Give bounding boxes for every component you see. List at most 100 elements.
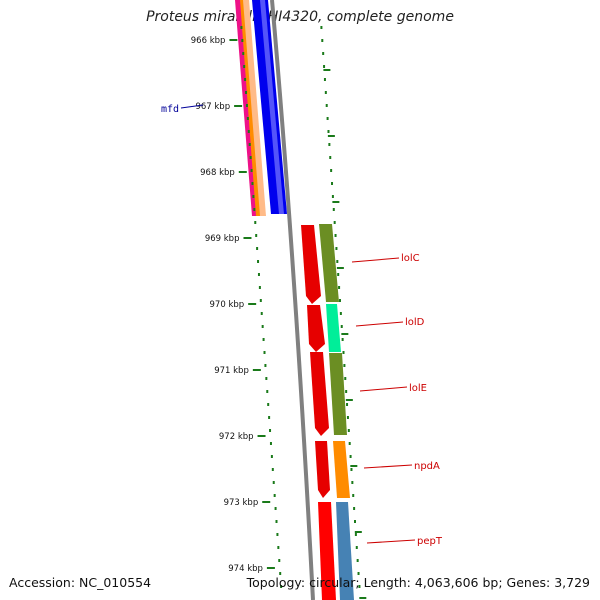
tick-dot — [351, 481, 354, 484]
gene-label-mfd[interactable]: mfd — [161, 104, 179, 115]
tick-dot — [245, 104, 248, 107]
tick-dot — [329, 156, 332, 159]
tick-dot — [340, 325, 343, 328]
tick-dot — [341, 338, 344, 341]
map-title: Proteus mirabilis HI4320, complete genom… — [146, 9, 454, 25]
tick-dot — [269, 442, 272, 445]
tick-dot — [277, 546, 280, 549]
tick-dot — [258, 286, 261, 289]
tick-dot — [265, 377, 268, 380]
tick-dot — [346, 416, 349, 419]
tick-dot — [323, 65, 326, 68]
tick-dot — [354, 533, 357, 536]
tick-dot — [255, 234, 258, 237]
tick-dot — [357, 572, 360, 575]
tick-dot — [274, 507, 277, 510]
tick-dot — [241, 39, 244, 42]
tick-dot — [254, 221, 257, 224]
tick-dot — [328, 143, 331, 146]
tick-dot — [243, 65, 246, 68]
tick-dot — [336, 260, 339, 263]
tick-dot — [250, 169, 253, 172]
pepT-leader-line — [366, 539, 416, 544]
tick-dot — [257, 273, 260, 276]
gene-label-lolC[interactable]: lolC — [401, 253, 420, 264]
tick-dot — [269, 429, 272, 432]
tick-dot — [350, 468, 353, 471]
tick-dot — [279, 572, 282, 575]
tick-dot — [323, 78, 326, 81]
tick-dot — [347, 429, 350, 432]
tick-dot — [275, 520, 278, 523]
tick-dot — [343, 364, 346, 367]
tick-dot — [327, 130, 330, 133]
tick-dot — [356, 559, 359, 562]
pepT-gene-block[interactable] — [318, 502, 354, 600]
tick-dot — [321, 39, 324, 42]
tick-dot — [338, 299, 341, 302]
tick-dot — [260, 312, 263, 315]
tick-dot — [348, 442, 351, 445]
tick-dot — [256, 247, 259, 250]
lolE-leader-line — [359, 386, 408, 392]
position-axis: 966 kbp 967 kbp 968 kbp 969 kbp 970 kbp 971 k… — [191, 36, 367, 599]
tick-dot — [244, 78, 247, 81]
tick-dot — [264, 364, 267, 367]
lolC-gene-block[interactable] — [301, 224, 339, 304]
npdA-gene-block[interactable] — [315, 441, 350, 498]
tick-dot — [259, 299, 262, 302]
lolC-leader-line — [351, 257, 400, 263]
tick-dot — [257, 260, 260, 263]
axis-tick-label: 973 kbp — [224, 498, 259, 508]
tick-dot — [240, 26, 243, 29]
tick-dot — [325, 104, 328, 107]
genome-backbone — [270, 0, 315, 600]
tick-dot — [280, 585, 283, 588]
tick-dot — [345, 390, 348, 393]
mfd-gene-block[interactable] — [235, 0, 287, 216]
gene-label-lolE[interactable]: lolE — [409, 383, 427, 394]
tick-dot — [331, 182, 334, 185]
tick-dot — [252, 195, 255, 198]
tick-dot — [344, 377, 347, 380]
tick-dot — [266, 390, 269, 393]
axis-tick-label: 972 kbp — [219, 432, 254, 442]
genome-summary-text: Topology: circular; Length: 4,063,606 bp… — [246, 575, 590, 590]
gene-label-lolD[interactable]: lolD — [405, 317, 425, 328]
gene-label-npdA[interactable]: npdA — [414, 461, 440, 472]
right-tick-dots — [320, 26, 361, 588]
axis-tick-label: 966 kbp — [191, 36, 226, 46]
lolD-gene-block[interactable] — [307, 304, 341, 352]
tick-dot — [335, 247, 338, 250]
tick-dot — [352, 494, 355, 497]
tick-dot — [272, 481, 275, 484]
tick-dot — [271, 468, 274, 471]
tick-dot — [332, 208, 335, 211]
npdA-leader-line — [363, 464, 413, 469]
lolE-gene-block[interactable] — [310, 352, 347, 436]
tick-dot — [248, 143, 251, 146]
tick-dot — [339, 312, 342, 315]
tick-dot — [245, 91, 248, 94]
tick-dot — [268, 416, 271, 419]
tick-dot — [338, 286, 341, 289]
tick-dot — [355, 546, 358, 549]
tick-dot — [251, 182, 254, 185]
tick-dot — [261, 325, 264, 328]
tick-dot — [262, 338, 265, 341]
tick-dot — [322, 52, 325, 55]
tick-dot — [278, 559, 281, 562]
tick-dot — [326, 117, 329, 120]
mfd-leader-line — [180, 104, 204, 109]
tick-dot — [330, 169, 333, 172]
tick-dot — [247, 130, 250, 133]
tick-dot — [267, 403, 270, 406]
tick-dot — [358, 585, 361, 588]
gene-label-pepT[interactable]: pepT — [417, 536, 443, 547]
tick-dot — [331, 195, 334, 198]
tick-dot — [349, 455, 352, 458]
axis-tick-label: 969 kbp — [205, 234, 240, 244]
tick-dot — [246, 117, 249, 120]
axis-tick-label: 970 kbp — [210, 300, 245, 310]
tick-dot — [334, 234, 337, 237]
